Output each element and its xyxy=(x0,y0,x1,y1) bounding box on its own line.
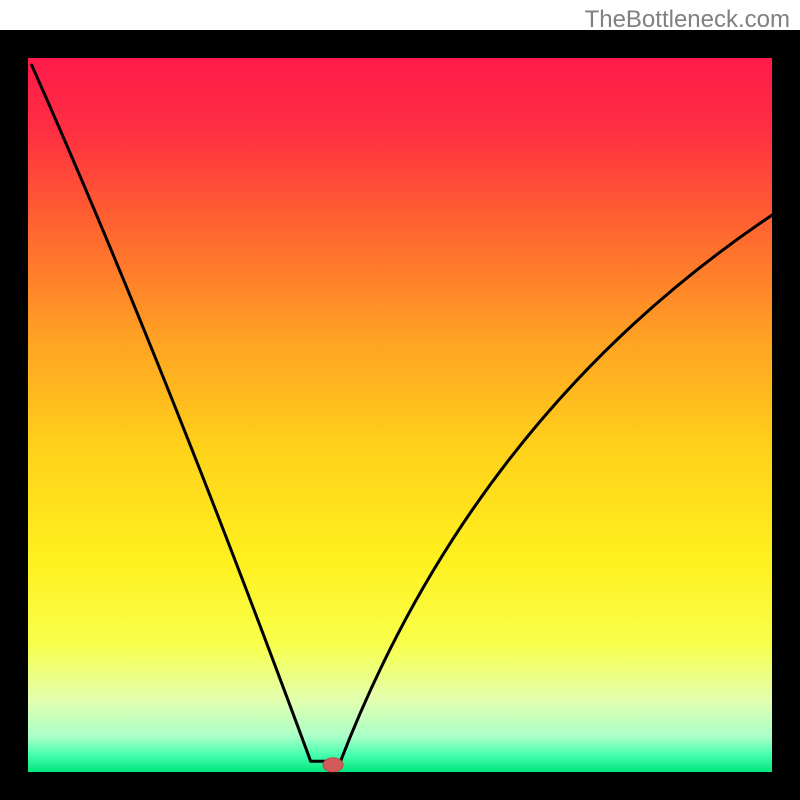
plot-background xyxy=(28,58,772,772)
chart-svg xyxy=(0,0,800,800)
optimal-marker xyxy=(323,758,343,772)
chart-container: TheBottleneck.com xyxy=(0,0,800,800)
watermark-text: TheBottleneck.com xyxy=(585,6,790,34)
